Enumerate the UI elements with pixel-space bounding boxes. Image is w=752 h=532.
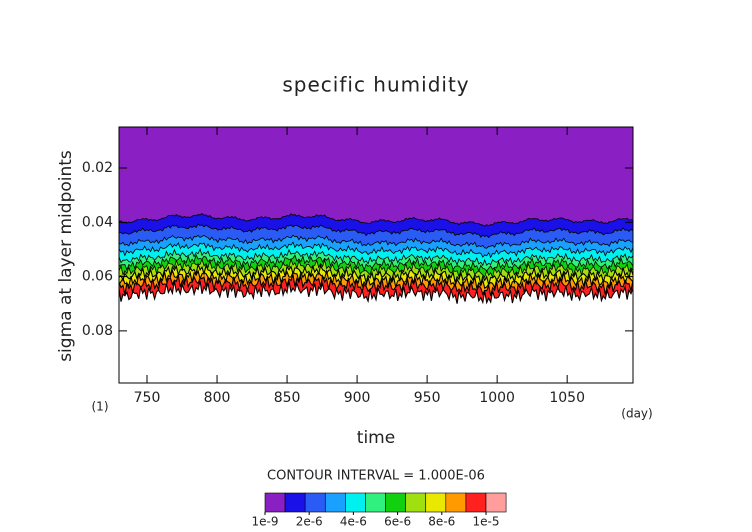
contour-line [118, 262, 634, 287]
plot-frame [118, 126, 634, 384]
contour-line [118, 241, 634, 259]
contour-line [118, 234, 634, 249]
colorbar-tick-label: 4e-6 [340, 515, 367, 529]
x-tick-label: 1050 [549, 390, 585, 406]
x-unit: (day) [621, 407, 652, 421]
y-unit: (1) [92, 400, 109, 414]
contour-band [119, 127, 633, 228]
colorbar-cell [445, 492, 467, 513]
contour-band [119, 259, 633, 285]
contour-line [118, 257, 634, 279]
y-tick-label: 0.04 [82, 214, 113, 230]
colorbar-cell [324, 492, 346, 513]
contour-line [118, 280, 634, 305]
blank-region [119, 281, 633, 383]
y-tick-label: 0.06 [82, 269, 113, 285]
colorbar-tick-label: 6e-6 [384, 515, 411, 529]
colorbar-tick-label: 1e-9 [252, 515, 279, 529]
colorbar-tick-label: 8e-6 [428, 515, 455, 529]
contour-line [118, 273, 634, 296]
colorbar-cell [284, 492, 306, 513]
colorbar-cell [264, 492, 286, 513]
colorbar-cell [465, 492, 487, 513]
contour-band [119, 274, 633, 304]
contour-band [119, 254, 633, 278]
y-tick-label: 0.08 [82, 323, 113, 339]
colorbar-cell [425, 492, 447, 513]
colorbar-tick-label: 2e-6 [296, 515, 323, 529]
colorbar-cell [385, 492, 406, 513]
contour-line [118, 223, 634, 239]
contour-line [118, 212, 634, 227]
x-tick-label: 1000 [479, 390, 515, 406]
contour-line [118, 268, 634, 291]
colorbar-title: CONTOUR INTERVAL = 1.000E-06 [267, 469, 485, 484]
x-tick-label: 750 [134, 390, 161, 406]
colorbar-tick-label: 1e-5 [473, 515, 500, 529]
y-tick-label: 0.02 [82, 160, 113, 176]
y-axis-label: sigma at layer midpoints [56, 150, 76, 362]
colorbar-cell [405, 492, 427, 513]
contour-line [118, 247, 634, 267]
chart-title: specific humidity [282, 73, 469, 97]
colorbar-cell [485, 492, 507, 513]
contour-band [119, 249, 633, 271]
x-tick-label: 850 [274, 390, 301, 406]
x-axis-label: time [357, 428, 395, 448]
colorbar-cell [365, 492, 386, 513]
contour-line [118, 253, 634, 273]
x-tick-label: 900 [344, 390, 371, 406]
x-tick-label: 950 [414, 390, 441, 406]
colorbar-cell [304, 492, 326, 513]
colorbar-cell [345, 492, 366, 513]
x-tick-label: 800 [204, 390, 231, 406]
